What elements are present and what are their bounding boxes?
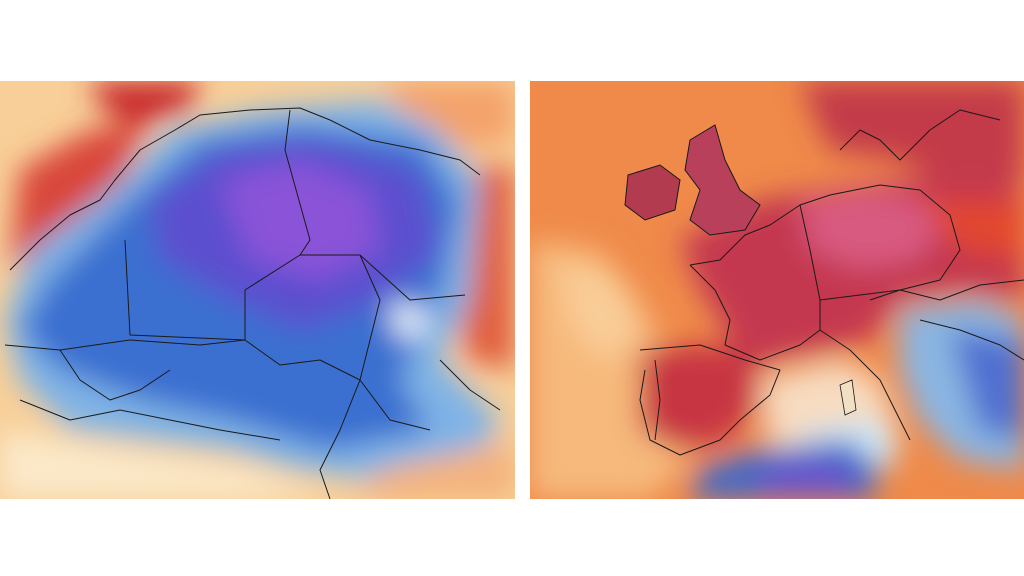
land-features [624,124,857,416]
country-borders [4,107,501,499]
europe-map [530,81,1024,499]
africa-map [0,81,515,499]
temperature-field [0,81,515,499]
temperature-field [530,81,1024,499]
country-borders [639,109,1024,456]
